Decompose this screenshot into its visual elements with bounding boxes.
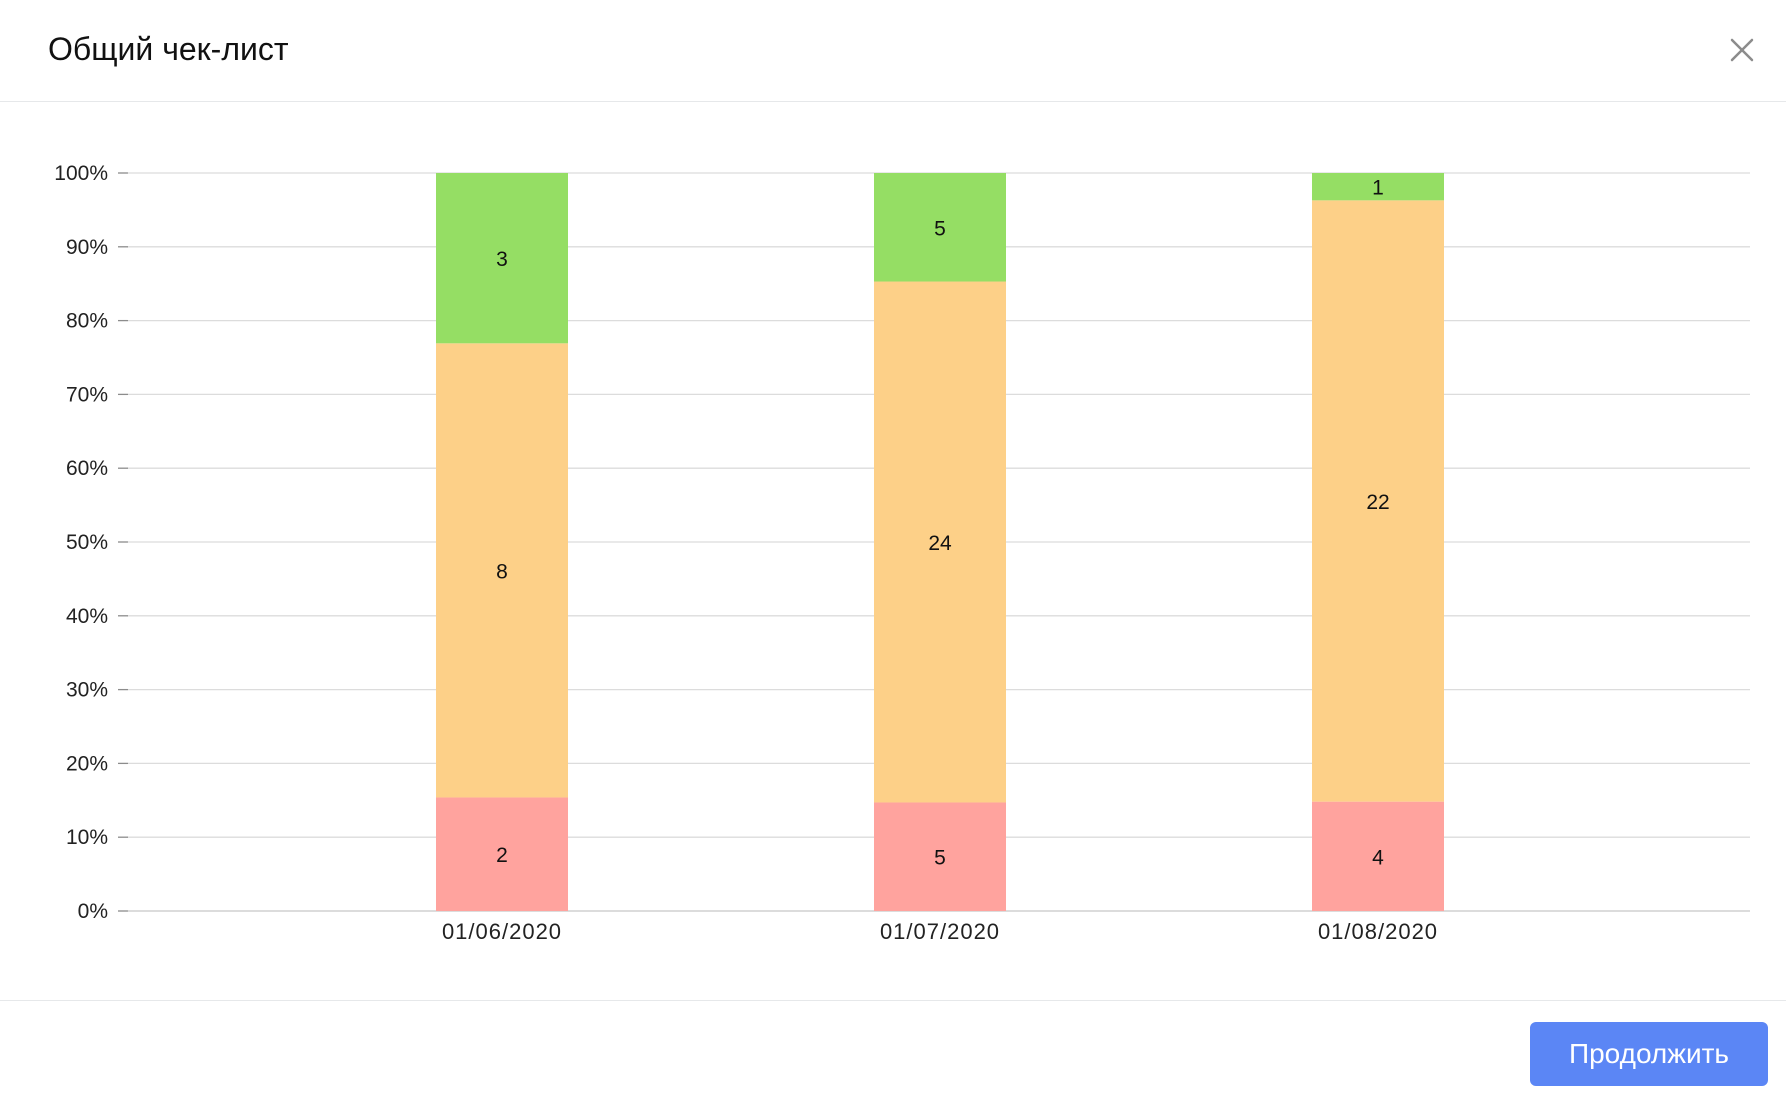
bar-segment — [436, 797, 568, 911]
x-tick-label: 01/06/2020 — [442, 919, 562, 944]
stacked-bar-chart: 0% 10% 20% 30% 40% 50% 60% 70% 80% 90% 100% 2 8 3 01/0… — [54, 162, 1750, 944]
y-tick-label: 70% — [66, 383, 108, 406]
y-tick-label: 30% — [66, 679, 108, 702]
chart-area: 0% 10% 20% 30% 40% 50% 60% 70% 80% 90% 100% 2 8 3 01/0… — [0, 103, 1786, 999]
y-tick-label: 0% — [78, 900, 108, 923]
data-label: 1 — [1372, 177, 1384, 200]
data-label: 22 — [1366, 491, 1389, 514]
close-icon[interactable] — [1724, 32, 1760, 68]
bar-segment — [874, 173, 1006, 282]
modal-header: Общий чек-лист — [0, 0, 1786, 102]
bar-segment — [874, 802, 1006, 911]
continue-button[interactable]: Продолжить — [1530, 1022, 1768, 1086]
data-label: 5 — [934, 847, 946, 870]
y-tick-label: 50% — [66, 531, 108, 554]
x-tick-label: 01/08/2020 — [1318, 919, 1438, 944]
data-label: 3 — [496, 248, 508, 271]
bar-segment — [1312, 173, 1444, 201]
bar-segment — [874, 281, 1006, 803]
data-label: 4 — [1372, 846, 1384, 869]
data-label: 8 — [496, 560, 508, 583]
y-tick-label: 10% — [66, 826, 108, 849]
x-tick-label: 01/07/2020 — [880, 919, 1000, 944]
y-tick-label: 60% — [66, 457, 108, 480]
y-tick-label: 20% — [66, 752, 108, 775]
modal-title: Общий чек-лист — [48, 31, 289, 67]
data-label: 24 — [928, 532, 952, 555]
bar-segment — [436, 173, 568, 344]
y-tick-label: 40% — [66, 605, 108, 628]
modal-footer: Продолжить — [0, 1000, 1786, 1104]
data-label: 5 — [934, 217, 946, 240]
data-label: 2 — [496, 844, 508, 867]
bar-segment — [1312, 801, 1444, 911]
bar-segment — [436, 343, 568, 798]
y-tick-label: 80% — [66, 310, 108, 333]
bar-segment — [1312, 200, 1444, 802]
y-tick-label: 90% — [66, 236, 108, 259]
y-tick-label: 100% — [54, 162, 108, 185]
